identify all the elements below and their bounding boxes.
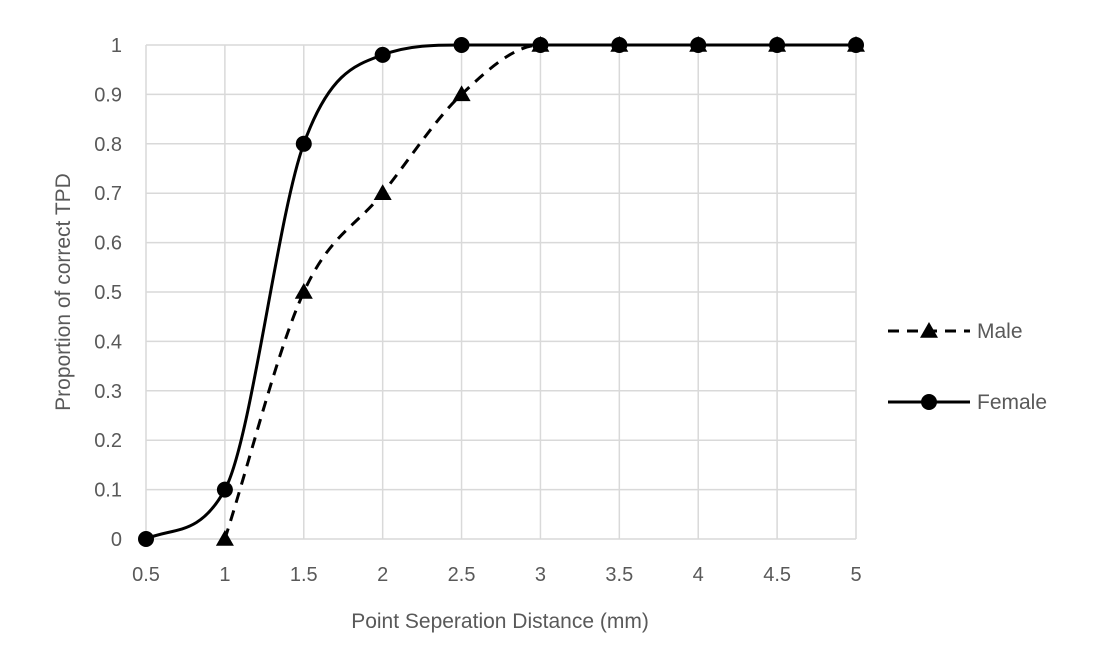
legend-label-male: Male [977, 320, 1023, 343]
data-point-female [690, 37, 707, 53]
data-point-male [452, 85, 471, 102]
legend: Male Female [888, 320, 1047, 414]
y-tick-label: 0.3 [94, 381, 122, 403]
x-tick-label: 4 [693, 564, 704, 586]
data-point-female [374, 46, 391, 63]
y-tick-label: 0.1 [94, 480, 122, 502]
legend-item-male: Male [888, 320, 1023, 343]
series-layer [138, 36, 865, 547]
data-point-male [215, 530, 234, 546]
y-axis-title: Proportion of correct TPD [52, 173, 75, 411]
data-point-female [769, 37, 786, 53]
data-point-male [373, 184, 392, 200]
y-tick-label: 0.6 [94, 233, 122, 255]
data-point-female [453, 37, 470, 53]
grid [145, 44, 857, 540]
data-point-female [532, 37, 549, 53]
data-point-female [611, 37, 628, 53]
series-line-female [145, 43, 856, 541]
data-point-female [295, 135, 312, 152]
x-axis-title: Point Seperation Distance (mm) [351, 610, 649, 633]
x-tick-label: 2.5 [448, 564, 476, 586]
y-tick-label: 0.8 [94, 134, 122, 156]
y-tick-label: 0.2 [94, 430, 122, 452]
y-tick-label: 0.9 [94, 84, 122, 106]
data-point-female [848, 37, 864, 53]
x-tick-label: 5 [850, 564, 861, 586]
x-tick-label: 0.5 [132, 564, 160, 586]
legend-label-female: Female [977, 391, 1047, 414]
legend-item-female: Female [888, 391, 1047, 414]
x-tick-label: 4.5 [763, 564, 791, 586]
series-female [138, 37, 864, 547]
tick-labels: 0.5 1 1.5 2 2.5 3 3.5 4 4.5 5 0 0.1 0.2 0.3 0.4 0.5 0.6 0… [94, 35, 861, 586]
x-tick-label: 3.5 [605, 564, 633, 586]
data-point-female [138, 531, 154, 547]
x-tick-label: 3 [535, 564, 546, 586]
x-tick-label: 1.5 [290, 564, 318, 586]
y-tick-label: 0.7 [94, 183, 122, 205]
x-tick-label: 2 [377, 564, 388, 586]
data-point-male [294, 283, 313, 299]
legend-marker-male [920, 322, 938, 338]
x-tick-label: 1 [219, 564, 230, 586]
legend-marker-female [921, 394, 937, 410]
data-point-female [216, 481, 233, 498]
y-tick-label: 0.4 [94, 331, 122, 353]
y-tick-label: 0 [111, 529, 122, 551]
y-tick-label: 0.5 [94, 282, 122, 304]
y-tick-label: 1 [111, 35, 122, 57]
